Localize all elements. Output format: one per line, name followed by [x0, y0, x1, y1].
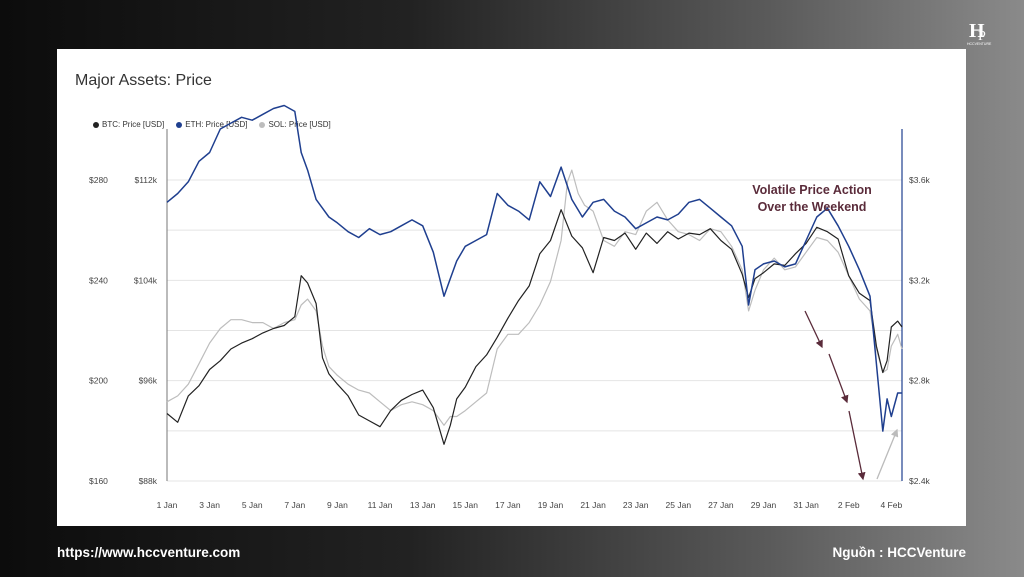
legend-label: SOL: Price [USD]	[268, 120, 331, 129]
btc-price-line	[166, 209, 903, 445]
eth-axis-tick: $2.8k	[909, 376, 931, 386]
x-axis-tick: 25 Jan	[666, 500, 692, 510]
x-axis-tick: 15 Jan	[452, 500, 478, 510]
legend-label: ETH: Price [USD]	[185, 120, 248, 129]
chart-card: Major Assets: Price BTC: Price [USD] ETH:…	[57, 49, 966, 526]
x-axis-tick: 2 Feb	[838, 500, 860, 510]
eth-price-line	[166, 104, 902, 432]
chart-legend: BTC: Price [USD] ETH: Price [USD] SOL: Pri…	[93, 120, 331, 129]
x-axis-tick: 5 Jan	[242, 500, 263, 510]
x-axis-tick: 21 Jan	[580, 500, 606, 510]
sol-axis-tick: $160	[89, 476, 108, 486]
eth-axis-tick: $3.6k	[909, 175, 931, 185]
footer-source: Nguồn : HCCVenture	[832, 545, 967, 560]
recovery-arrow	[876, 428, 899, 480]
annotation-arrow	[828, 353, 849, 404]
x-axis-tick: 29 Jan	[751, 500, 777, 510]
btc-axis-tick: $104k	[134, 275, 158, 285]
price-chart: $280 $240 $200 $160 $112k $104k $96k $88k $3.6k $…	[89, 104, 931, 510]
logo-mark-icon: H P HCCVENTURE	[967, 20, 992, 46]
annotation-arrow	[848, 410, 866, 481]
svg-text:H: H	[969, 20, 985, 42]
x-axis-tick: 31 Jan	[793, 500, 819, 510]
eth-axis-tick: $2.4k	[909, 476, 931, 486]
chart-axes: $280 $240 $200 $160 $112k $104k $96k $88k $3.6k $…	[89, 129, 931, 510]
x-axis-tick: 11 Jan	[368, 500, 393, 510]
x-axis-tick: 27 Jan	[708, 500, 734, 510]
sol-axis-tick: $200	[89, 376, 108, 386]
sol-axis-tick: $240	[89, 275, 108, 285]
chart-series	[166, 104, 903, 445]
svg-text:HCCVENTURE: HCCVENTURE	[967, 42, 992, 46]
x-axis-tick: 9 Jan	[327, 500, 348, 510]
x-axis-tick: 17 Jan	[495, 500, 521, 510]
legend-swatch	[259, 121, 266, 128]
btc-axis-tick: $88k	[139, 476, 158, 486]
annotation-text: Over the Weekend	[758, 200, 867, 214]
sol-axis-tick: $280	[89, 175, 108, 185]
legend-swatch	[93, 121, 99, 128]
btc-axis-tick: $112k	[134, 175, 157, 185]
chart-grid	[167, 179, 902, 482]
hccventure-logo: H P HCCVENTURE	[965, 18, 997, 46]
sol-price-line	[166, 169, 903, 426]
x-axis-tick: 13 Jan	[410, 500, 436, 510]
x-axis-tick: 7 Jan	[284, 500, 305, 510]
chart-annotations: Volatile Price Action Over the Weekend	[752, 183, 899, 481]
legend-item-eth: ETH: Price [USD]	[176, 120, 247, 129]
svg-text:P: P	[978, 29, 986, 44]
x-axis-tick: 23 Jan	[623, 500, 649, 510]
footer-website[interactable]: https://www.hccventure.com	[57, 545, 241, 560]
legend-swatch	[176, 121, 183, 128]
annotation-text: Volatile Price Action	[752, 183, 871, 197]
x-axis-tick: 19 Jan	[538, 500, 564, 510]
btc-axis-tick: $96k	[139, 376, 158, 386]
x-axis-tick: 4 Feb	[880, 500, 902, 510]
chart-title: Major Assets: Price	[75, 72, 212, 89]
eth-axis-tick: $3.2k	[909, 275, 931, 285]
legend-item-sol: SOL: Price [USD]	[259, 120, 331, 129]
x-axis-tick: 1 Jan	[157, 500, 178, 510]
legend-item-btc: BTC: Price [USD]	[93, 120, 164, 129]
legend-label: BTC: Price [USD]	[102, 120, 165, 129]
x-axis-tick: 3 Jan	[199, 500, 220, 510]
annotation-arrow	[804, 310, 823, 349]
